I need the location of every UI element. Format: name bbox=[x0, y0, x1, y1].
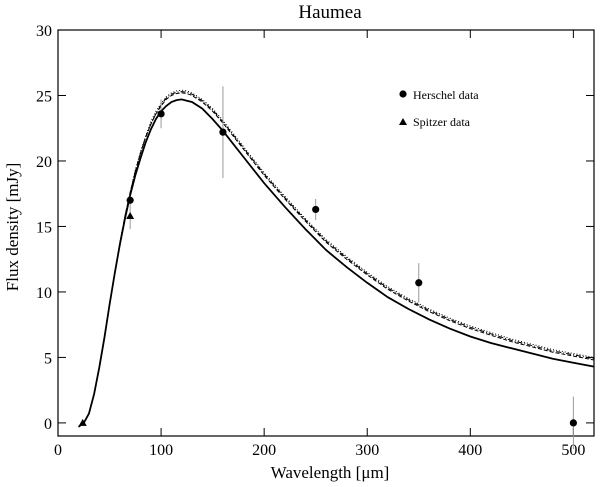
model-curve-solid bbox=[78, 98, 595, 428]
spitzer-point bbox=[78, 418, 87, 426]
legend-spitzer-marker bbox=[399, 118, 407, 125]
y-tick-label: 20 bbox=[36, 154, 52, 171]
model-curve-dashed bbox=[78, 92, 595, 428]
error-bars bbox=[129, 86, 574, 450]
chart-title: Haumea bbox=[298, 2, 362, 23]
herschel-point bbox=[415, 279, 423, 287]
model-curves bbox=[78, 89, 595, 428]
herschel-point bbox=[312, 205, 320, 214]
y-tick-label: 10 bbox=[36, 285, 52, 302]
x-tick-label: 500 bbox=[561, 442, 585, 459]
y-tick-label: 0 bbox=[44, 416, 52, 433]
x-axis-label: Wavelength [μm] bbox=[271, 463, 390, 482]
legend-herschel-label: Herschel data bbox=[413, 88, 479, 102]
herschel-point bbox=[126, 196, 134, 204]
model-curve-dashdot bbox=[78, 91, 595, 428]
x-tick-label: 0 bbox=[54, 442, 62, 459]
plot-area-frame bbox=[57, 29, 595, 437]
herschel-point bbox=[569, 419, 577, 427]
legend-herschel-marker bbox=[399, 90, 407, 98]
axis-ticks: 0 100 200 300 400 500 0 5 10 15 20 25 30 bbox=[36, 23, 594, 459]
legend-spitzer-label: Spitzer data bbox=[413, 115, 471, 129]
spitzer-point bbox=[126, 211, 135, 219]
x-tick-label: 100 bbox=[149, 442, 173, 459]
y-tick-label: 25 bbox=[36, 88, 52, 105]
y-tick-label: 5 bbox=[44, 350, 52, 367]
data-markers bbox=[78, 110, 577, 427]
x-tick-label: 300 bbox=[355, 442, 379, 459]
x-tick-label: 200 bbox=[252, 442, 276, 459]
herschel-point bbox=[219, 128, 227, 136]
legend: Herschel data Spitzer data bbox=[399, 88, 479, 129]
herschel-point bbox=[157, 110, 165, 118]
y-tick-label: 15 bbox=[36, 219, 52, 236]
y-axis-label: Flux density [mJy] bbox=[3, 163, 22, 291]
x-tick-label: 400 bbox=[458, 442, 482, 459]
y-tick-label: 30 bbox=[36, 23, 52, 40]
